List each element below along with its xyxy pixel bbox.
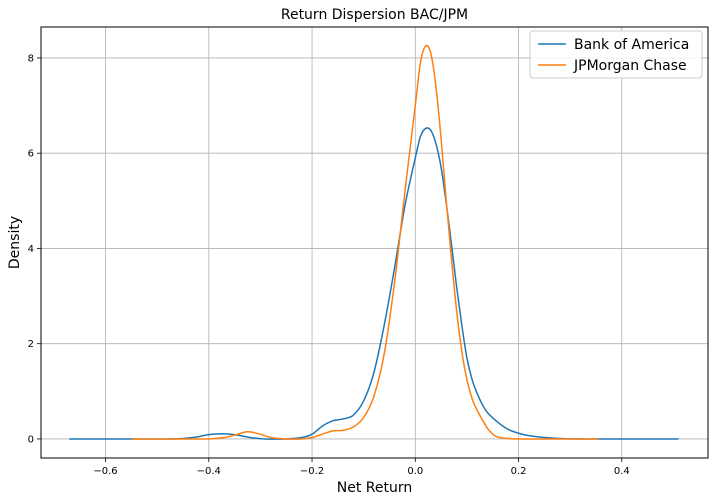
- y-tick-label: 4: [28, 244, 34, 255]
- x-tick-label: −0.6: [93, 466, 117, 477]
- y-tick-label: 6: [28, 149, 34, 160]
- y-tick-label: 2: [28, 339, 34, 350]
- x-tick-label: 0.0: [407, 466, 423, 477]
- legend-label-0: Bank of America: [574, 37, 689, 53]
- series-line-1: [131, 44, 599, 440]
- legend: Bank of America JPMorgan Chase: [529, 30, 703, 79]
- y-tick-label: 8: [28, 53, 34, 64]
- chart-title: Return Dispersion BAC/JPM: [281, 7, 468, 23]
- x-tick-label: 0.4: [614, 466, 630, 477]
- x-tick-label: 0.2: [511, 466, 527, 477]
- y-tick-label: 0: [28, 434, 34, 445]
- series-layer: [69, 44, 679, 440]
- series-line-0: [69, 127, 679, 440]
- legend-box: [529, 30, 703, 79]
- plot-area: −0.6 −0.4 −0.2 0.0 0.2 0.4 0 2 4 6 8: [28, 26, 709, 477]
- y-axis-label: Density: [7, 216, 23, 269]
- plot-frame: [40, 26, 709, 459]
- x-tick-label: −0.4: [197, 466, 221, 477]
- plot-background: [41, 27, 708, 458]
- legend-label-1: JPMorgan Chase: [573, 58, 687, 74]
- x-axis-label: Net Return: [337, 480, 412, 496]
- x-axis-ticks: −0.6 −0.4 −0.2 0.0 0.2 0.4: [93, 458, 630, 477]
- y-axis-ticks: 0 2 4 6 8: [28, 53, 41, 445]
- x-tick-label: −0.2: [300, 466, 324, 477]
